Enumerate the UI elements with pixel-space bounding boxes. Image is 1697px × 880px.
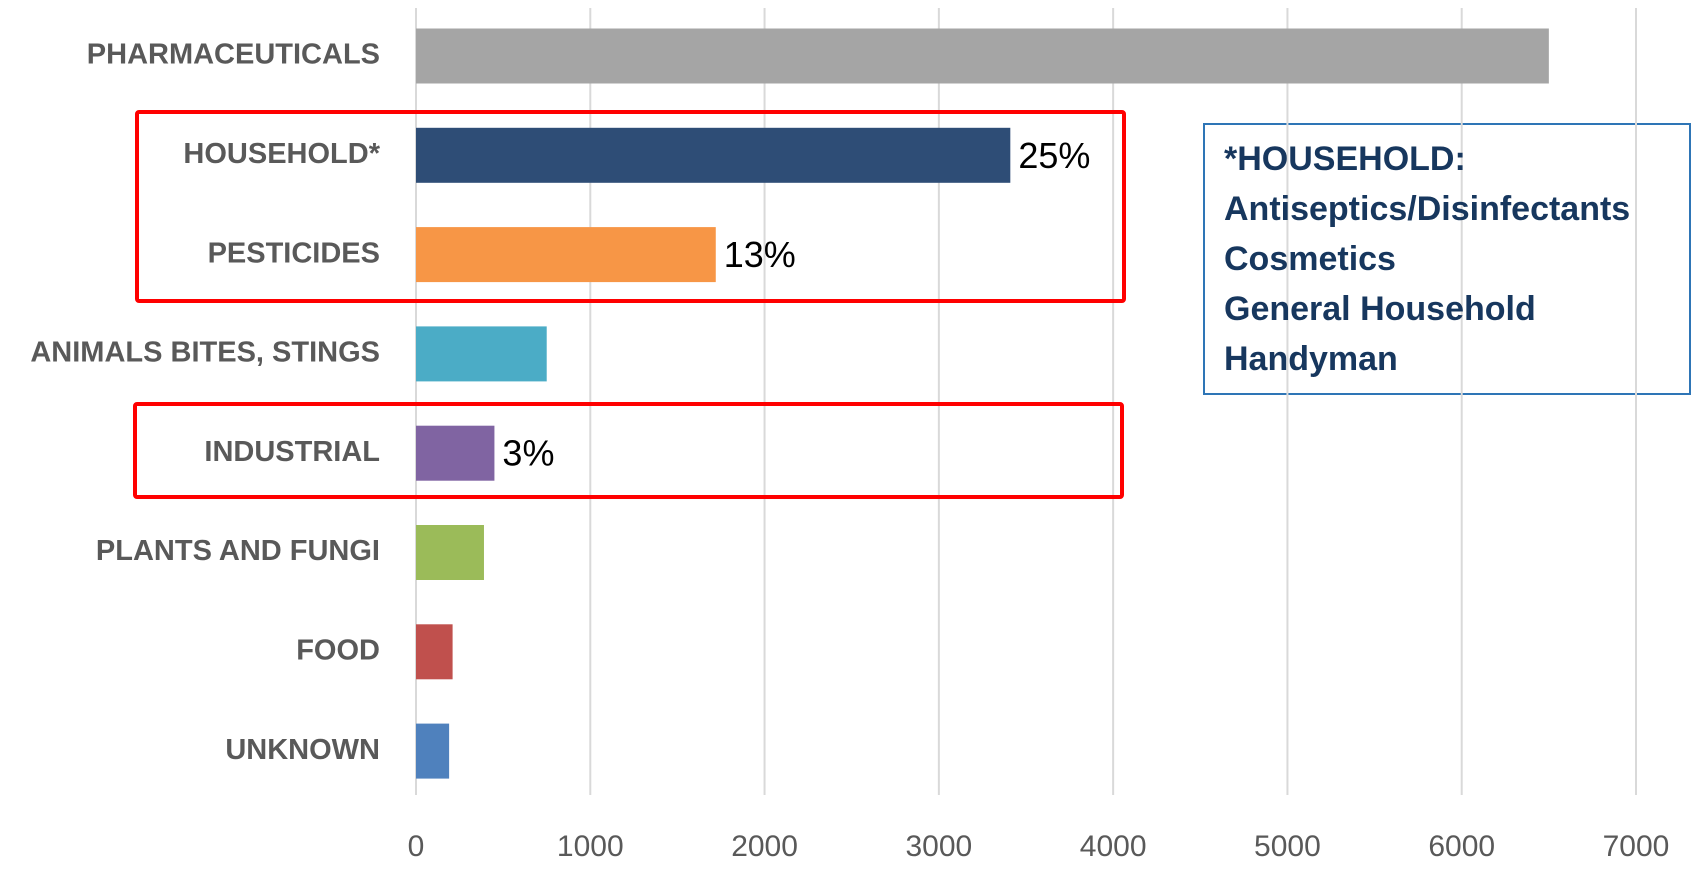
annotation-line: General Household xyxy=(1224,290,1536,328)
bar xyxy=(416,227,716,283)
y-tick-label: INDUSTRIAL xyxy=(204,436,380,468)
highlight-box xyxy=(133,402,1124,499)
x-tick-label: 7000 xyxy=(1603,830,1670,863)
bar xyxy=(416,525,484,580)
y-tick-label: PESTICIDES xyxy=(208,237,380,269)
y-tick-label: UNKNOWN xyxy=(225,734,380,766)
y-tick-label: HOUSEHOLD* xyxy=(183,138,380,170)
data-label: 25% xyxy=(1018,135,1090,176)
y-tick-label: PLANTS AND FUNGI xyxy=(96,535,380,567)
x-tick-label: 4000 xyxy=(1080,830,1147,863)
bar xyxy=(416,326,547,382)
annotation-line: Antiseptics/Disinfectants xyxy=(1224,190,1630,228)
x-tick-label: 5000 xyxy=(1254,830,1321,863)
annotation-line: Cosmetics xyxy=(1224,240,1396,278)
data-label: 3% xyxy=(502,433,554,474)
bar xyxy=(416,425,495,481)
y-tick-label: ANIMALS BITES, STINGS xyxy=(30,337,380,369)
x-tick-label: 0 xyxy=(408,830,425,863)
x-tick-label: 3000 xyxy=(905,830,972,863)
x-tick-label: 1000 xyxy=(557,830,624,863)
bar xyxy=(416,624,453,680)
bar xyxy=(416,28,1549,84)
annotation-line: *HOUSEHOLD: xyxy=(1224,140,1466,178)
data-label: 13% xyxy=(724,234,796,275)
x-tick-label: 6000 xyxy=(1428,830,1495,863)
annotation-box xyxy=(1203,123,1691,395)
y-tick-label: FOOD xyxy=(296,634,380,666)
y-tick-label: PHARMACEUTICALS xyxy=(87,39,380,71)
x-tick-label: 2000 xyxy=(731,830,798,863)
bar xyxy=(416,723,450,779)
bar xyxy=(416,127,1011,183)
highlight-box xyxy=(135,110,1126,303)
annotation-line: Handyman xyxy=(1224,340,1398,378)
